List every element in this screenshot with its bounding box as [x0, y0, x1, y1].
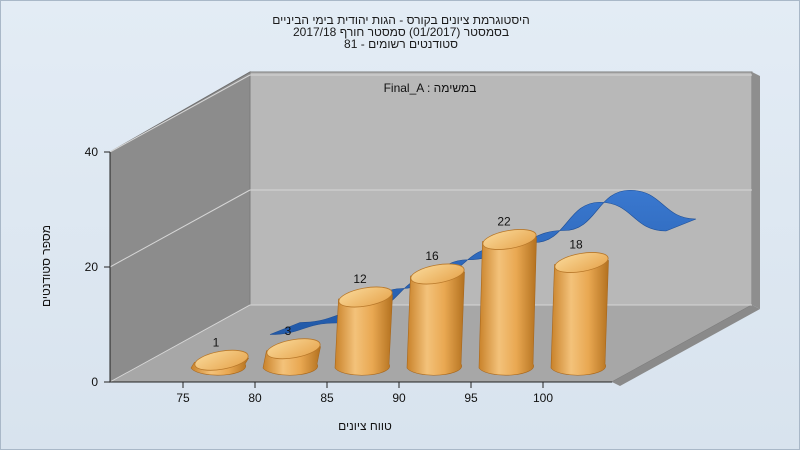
bar-body	[334, 294, 393, 376]
x-axis-title: טווח ציונים	[338, 419, 392, 433]
y-axis-title: מספר סטודנטים	[39, 225, 53, 307]
bar-top	[338, 286, 393, 308]
bar-top	[410, 263, 465, 285]
task-annotation: Final_A : במשימה	[384, 81, 477, 95]
bar-value-label: 18	[569, 238, 583, 252]
bar-top	[554, 252, 609, 273]
bar-value-label: 22	[497, 215, 511, 229]
chart-subtitle-students: סטודנטים רשומים - 81	[344, 37, 458, 51]
chart-title: היסטוגרמת ציונים בקורס - הגות יהודית בימ…	[272, 13, 530, 27]
bar: 12	[334, 272, 393, 376]
bar-body	[550, 260, 609, 376]
x-tick-label: 100	[533, 391, 553, 405]
y-tick-label: 20	[85, 260, 99, 274]
bar: 18	[550, 238, 609, 376]
bar-top	[482, 229, 537, 250]
bar-value-label: 1	[213, 335, 220, 349]
x-tick-label: 80	[248, 391, 262, 405]
y-tick-label: 0	[91, 375, 98, 389]
bar-body	[478, 237, 537, 376]
gridline-side	[109, 74, 251, 153]
bar: 1	[190, 335, 250, 376]
chart-subtitle-semester: בסמסטר (01/2017) סמסטר חורף 2017/18	[292, 25, 510, 39]
back-wall-edge	[752, 72, 760, 309]
gridline-side	[109, 304, 251, 383]
bar-value-label: 12	[353, 272, 367, 286]
y-axis: 0 20 40	[85, 145, 111, 389]
bar-value-label: 3	[285, 324, 292, 338]
bar: 22	[478, 215, 537, 376]
bar-top	[194, 349, 249, 371]
x-tick-label: 90	[392, 391, 406, 405]
floor-edge	[612, 305, 760, 386]
gridline-side	[109, 189, 251, 268]
bar: 16	[406, 249, 465, 376]
bar-value-label: 16	[425, 249, 439, 263]
x-axis: 75 80 85 90 95 100	[110, 381, 612, 405]
x-tick-label: 95	[464, 391, 478, 405]
x-tick-label: 85	[320, 391, 334, 405]
bar-top	[266, 338, 321, 360]
x-tick-label: 75	[176, 391, 190, 405]
bar-body	[406, 271, 465, 376]
bar: 3	[262, 324, 321, 376]
bars-layer: 1 3 12 16 22 18	[190, 215, 609, 376]
y-tick-label: 40	[85, 145, 99, 159]
